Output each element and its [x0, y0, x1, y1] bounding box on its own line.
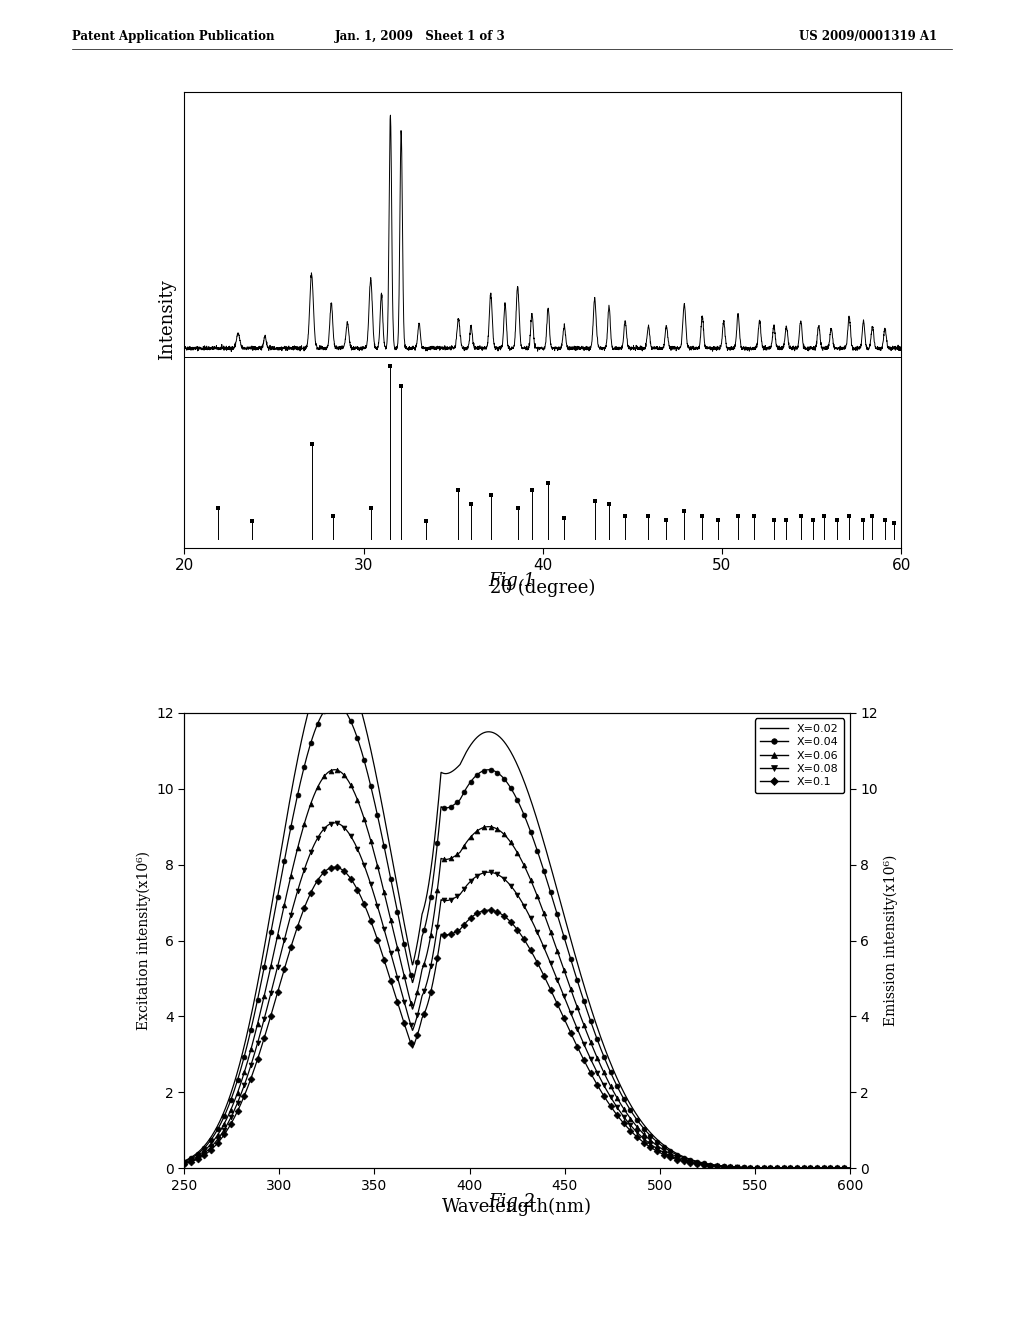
Y-axis label: Excitation intensity(x10⁶): Excitation intensity(x10⁶) — [136, 851, 151, 1030]
X-axis label: Wavelength(nm): Wavelength(nm) — [442, 1199, 592, 1217]
Text: Fig.1: Fig.1 — [488, 572, 536, 590]
Text: US 2009/0001319 A1: US 2009/0001319 A1 — [799, 30, 937, 44]
Y-axis label: Intensity: Intensity — [158, 280, 176, 360]
Text: Patent Application Publication: Patent Application Publication — [72, 30, 274, 44]
Y-axis label: Emission intensity(x10⁶): Emission intensity(x10⁶) — [884, 855, 898, 1026]
Text: Fig.2: Fig.2 — [488, 1193, 536, 1212]
Legend: X=0.02, X=0.04, X=0.06, X=0.08, X=0.1: X=0.02, X=0.04, X=0.06, X=0.08, X=0.1 — [755, 718, 845, 793]
Text: Jan. 1, 2009   Sheet 1 of 3: Jan. 1, 2009 Sheet 1 of 3 — [335, 30, 505, 44]
X-axis label: 2θ (degree): 2θ (degree) — [490, 578, 595, 597]
